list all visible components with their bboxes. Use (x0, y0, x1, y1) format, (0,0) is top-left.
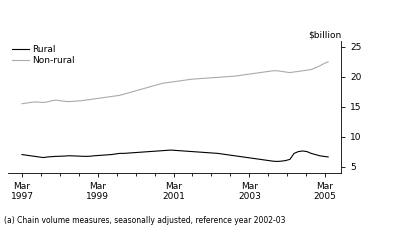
Rural (292, 152, 297, 155)
Non-rural (19, 102, 24, 105)
Non-rural (275, 69, 279, 72)
Rural (121, 152, 126, 155)
Rural (283, 159, 288, 162)
Non-rural (283, 71, 288, 73)
Non-rural (173, 80, 177, 83)
Non-rural (88, 98, 93, 101)
Text: $billion: $billion (308, 31, 341, 39)
Rural (304, 150, 309, 153)
Rural (88, 155, 93, 158)
Non-rural (326, 60, 331, 63)
Legend: Rural, Non-rural: Rural, Non-rural (12, 45, 75, 65)
Rural (168, 149, 173, 151)
Rural (19, 153, 24, 156)
Text: (a) Chain volume measures, seasonally adjusted, reference year 2002-03: (a) Chain volume measures, seasonally ad… (4, 216, 285, 225)
Rural (275, 160, 279, 163)
Rural (326, 155, 331, 158)
Non-rural (296, 70, 301, 73)
Line: Non-rural: Non-rural (22, 62, 328, 104)
Line: Rural: Rural (22, 150, 328, 161)
Non-rural (121, 93, 126, 96)
Rural (177, 149, 182, 152)
